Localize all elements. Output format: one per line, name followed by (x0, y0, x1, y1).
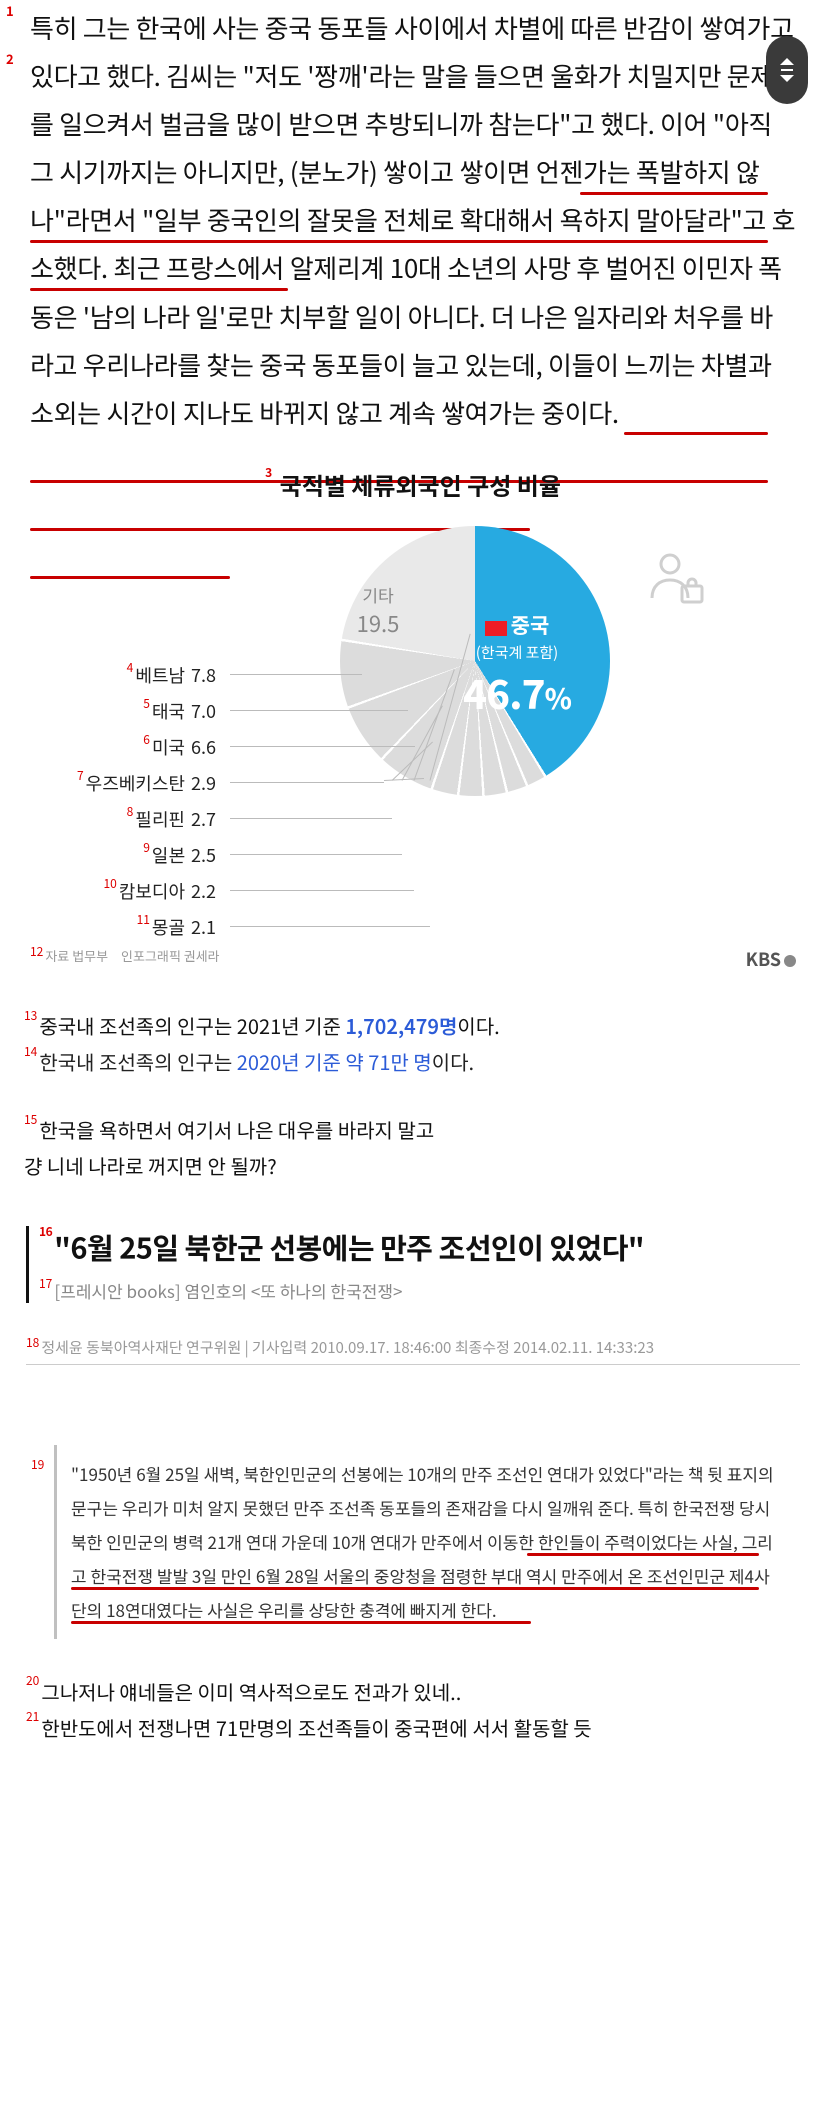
note-marker-18: 18 (26, 1337, 39, 1349)
comment-line: 걍 니네 나라로 꺼지면 안 될까? (24, 1150, 802, 1182)
chart-title: 3 국적별 체류외국인 구성 비율 (30, 467, 796, 502)
country-row: 5태국7.0 (143, 698, 216, 724)
article2-quote: 19 "1950년 6월 25일 새벽, 북한인민군의 선봉에는 10개의 만주… (54, 1445, 796, 1639)
comment-block: 13중국내 조선족의 인구는 2021년 기준 1,702,479명이다. 14… (0, 986, 826, 1196)
leader-line (230, 818, 392, 819)
country-row: 6미국6.6 (143, 734, 216, 760)
note-marker-20: 20 (26, 1675, 39, 1687)
annotation-underline (71, 1587, 759, 1590)
person-briefcase-icon (646, 550, 706, 610)
article2-byline: 18정세윤 동북아역사재단 연구위원 | 기사입력 2010.09.17. 18… (26, 1315, 800, 1365)
leader-line (230, 710, 368, 711)
scroll-top-button[interactable] (766, 36, 808, 104)
article2: 16"6월 25일 북한군 선봉에는 만주 조선인이 있었다" 17[프레시안 … (0, 1196, 826, 1375)
note-marker-21: 21 (26, 1711, 39, 1723)
chart-section: 3 국적별 체류외국인 구성 비율 중국 (한국계 포함) 46.7% 기타 1… (0, 457, 826, 986)
pie-chart: 중국 (한국계 포함) 46.7% 기타 19.5 4베트남7.85태국7.06… (30, 520, 796, 930)
leader-line (230, 782, 384, 783)
article2-headline: 16"6월 25일 북한군 선봉에는 만주 조선인이 있었다" (39, 1226, 800, 1268)
pie-etc-label: 기타 19.5 (348, 582, 408, 639)
note-marker-19: 19 (31, 1459, 44, 1471)
note-marker: 5 (143, 698, 150, 710)
note-marker-1: 1 (6, 4, 13, 17)
annotation-underline (71, 1621, 531, 1624)
article2-sub: 17[프레시안 books] 염인호의 <또 하나의 한국전쟁> (39, 1278, 800, 1303)
country-row: 4베트남7.8 (127, 662, 216, 688)
annotation-underline (624, 432, 768, 435)
comment-line: 13중국내 조선족의 인구는 2021년 기준 1,702,479명이다. (24, 1010, 802, 1042)
chevron-up-icon (780, 58, 794, 65)
kbs-logo: KBS (746, 946, 796, 972)
chart-source: 자료 법무부 인포그래픽 권세라 (45, 946, 219, 965)
tail-comments: 20그나저나 얘네들은 이미 역사적으로도 전과가 있네.. 21한반도에서 전… (0, 1649, 826, 1757)
tail-comment-line: 20그나저나 얘네들은 이미 역사적으로도 전과가 있네.. (26, 1675, 800, 1709)
note-marker-16: 16 (39, 1226, 52, 1238)
annotation-underline (527, 1553, 759, 1556)
leader-line (375, 746, 415, 747)
leader-line (230, 746, 375, 747)
note-marker: 11 (137, 914, 150, 926)
country-row: 10캄보디아2.2 (103, 878, 216, 904)
article-body: 1 2 특히 그는 한국에 사는 중국 동포들 사이에서 차별에 따른 반감이 … (0, 0, 826, 457)
chart-footer: 12자료 법무부 인포그래픽 권세라 KBS (30, 938, 796, 976)
note-marker-12: 12 (30, 946, 43, 958)
chevron-down-icon (780, 75, 794, 82)
comment-line: 15한국을 욕하면서 여기서 나은 대우를 바라지 말고 (24, 1114, 802, 1146)
note-marker-17: 17 (39, 1278, 52, 1290)
country-row: 7우즈베키스탄2.9 (77, 770, 216, 796)
note-marker: 9 (143, 842, 150, 854)
comment-line: 14한국내 조선족의 인구는 2020년 기준 약 71만 명이다. (24, 1046, 802, 1078)
leader-line (230, 926, 430, 927)
annotation-underline (580, 192, 768, 195)
note-marker-14: 14 (24, 1046, 37, 1058)
country-row: 9일본2.5 (143, 842, 216, 868)
leader-line (230, 674, 362, 675)
note-marker-2: 2 (6, 52, 13, 65)
country-row: 11몽골2.1 (137, 914, 216, 940)
note-marker-15: 15 (24, 1114, 37, 1126)
divider (781, 69, 793, 71)
note-marker: 6 (143, 734, 150, 746)
flag-cn-icon (485, 621, 507, 636)
leader-line (230, 854, 402, 855)
leader-line (230, 890, 414, 891)
country-row: 8필리핀2.7 (127, 806, 216, 832)
article-paragraph: 특히 그는 한국에 사는 중국 동포들 사이에서 차별에 따른 반감이 쌓여가고… (30, 4, 796, 437)
note-marker-3: 3 (265, 467, 272, 479)
note-marker: 8 (127, 806, 134, 818)
annotation-underline (30, 240, 768, 243)
leader-line (368, 710, 408, 711)
note-marker: 7 (77, 770, 84, 782)
annotation-underline (30, 288, 288, 291)
note-marker-13: 13 (24, 1010, 37, 1022)
note-marker: 10 (103, 878, 116, 890)
note-marker: 4 (127, 662, 134, 674)
tail-comment-line: 21한반도에서 전쟁나면 71만명의 조선족들이 중국편에 서서 활동할 듯 (26, 1711, 800, 1745)
